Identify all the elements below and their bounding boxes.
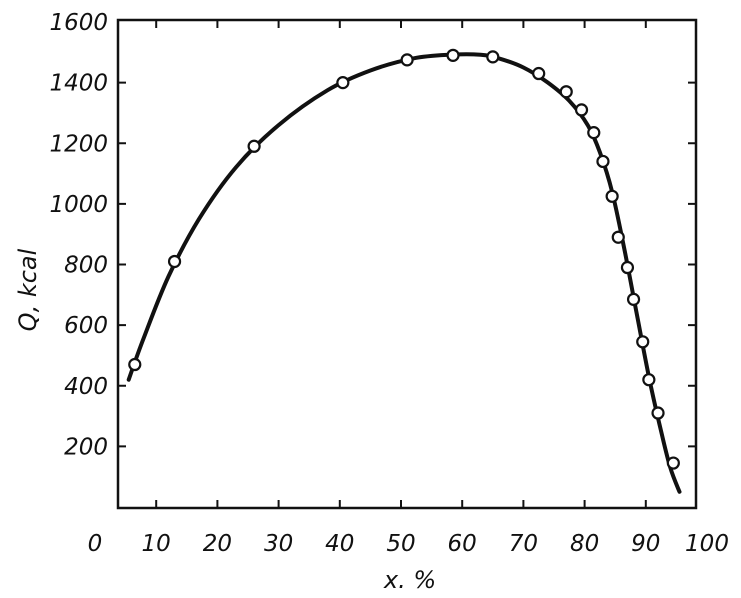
data-point [336,76,350,90]
y-tick-labels: 200 400 600 800 1000 1200 1400 1600 [49,10,108,460]
data-points [128,48,680,470]
data-point [486,50,500,64]
data-point [400,53,414,67]
data-point [596,154,610,169]
plot-frame [116,18,698,510]
x-tick-label: 10 [142,531,171,557]
data-point [642,373,656,387]
x-tick-label: 90 [631,531,660,557]
y-axis-title: Q, kcal [14,248,42,331]
x-tick-label: 0 [88,531,103,557]
x-tick-label: 40 [325,531,354,557]
data-point [605,189,619,203]
x-tick-labels: 0 10 20 30 40 50 60 70 80 90 100 [88,531,729,557]
data-point [587,126,601,140]
y-tick-label: 600 [64,313,108,339]
y-tick-label: 800 [64,253,108,279]
data-point [666,456,680,470]
ticks [118,20,696,508]
x-axis-title: x. % [383,566,436,594]
y-tick-label: 1200 [49,131,108,157]
data-point [651,406,665,420]
data-point [611,230,625,244]
data-point [559,85,573,99]
data-point [167,254,182,269]
y-tick-label: 1600 [49,10,108,36]
x-tick-label: 50 [386,531,415,557]
x-tick-label: 20 [203,531,232,557]
y-tick-label: 200 [64,434,108,460]
data-point [446,48,460,62]
data-point [574,103,589,117]
series-curve [126,52,682,494]
x-tick-label: 100 [685,531,729,557]
data-point [247,139,261,153]
y-tick-label: 1000 [49,192,108,218]
data-point [128,357,142,372]
y-tick-label: 400 [64,374,108,400]
x-tick-label: 30 [264,531,293,557]
y-tick-label: 1400 [49,71,108,97]
x-tick-label: 70 [509,531,538,557]
data-point [636,335,650,349]
x-tick-label: 60 [448,531,477,557]
x-tick-label: 80 [570,531,599,557]
data-point [532,66,546,81]
data-point [626,292,641,306]
data-point [620,260,635,275]
